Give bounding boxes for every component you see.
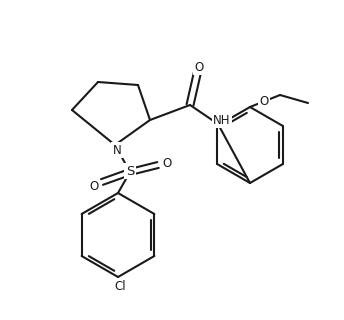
Text: N: N (112, 143, 121, 156)
Text: Cl: Cl (114, 281, 126, 293)
Text: S: S (126, 164, 134, 178)
Text: O: O (89, 180, 99, 193)
Text: O: O (194, 60, 204, 74)
Text: O: O (259, 94, 269, 108)
Text: O: O (162, 156, 172, 170)
Text: NH: NH (213, 114, 231, 126)
